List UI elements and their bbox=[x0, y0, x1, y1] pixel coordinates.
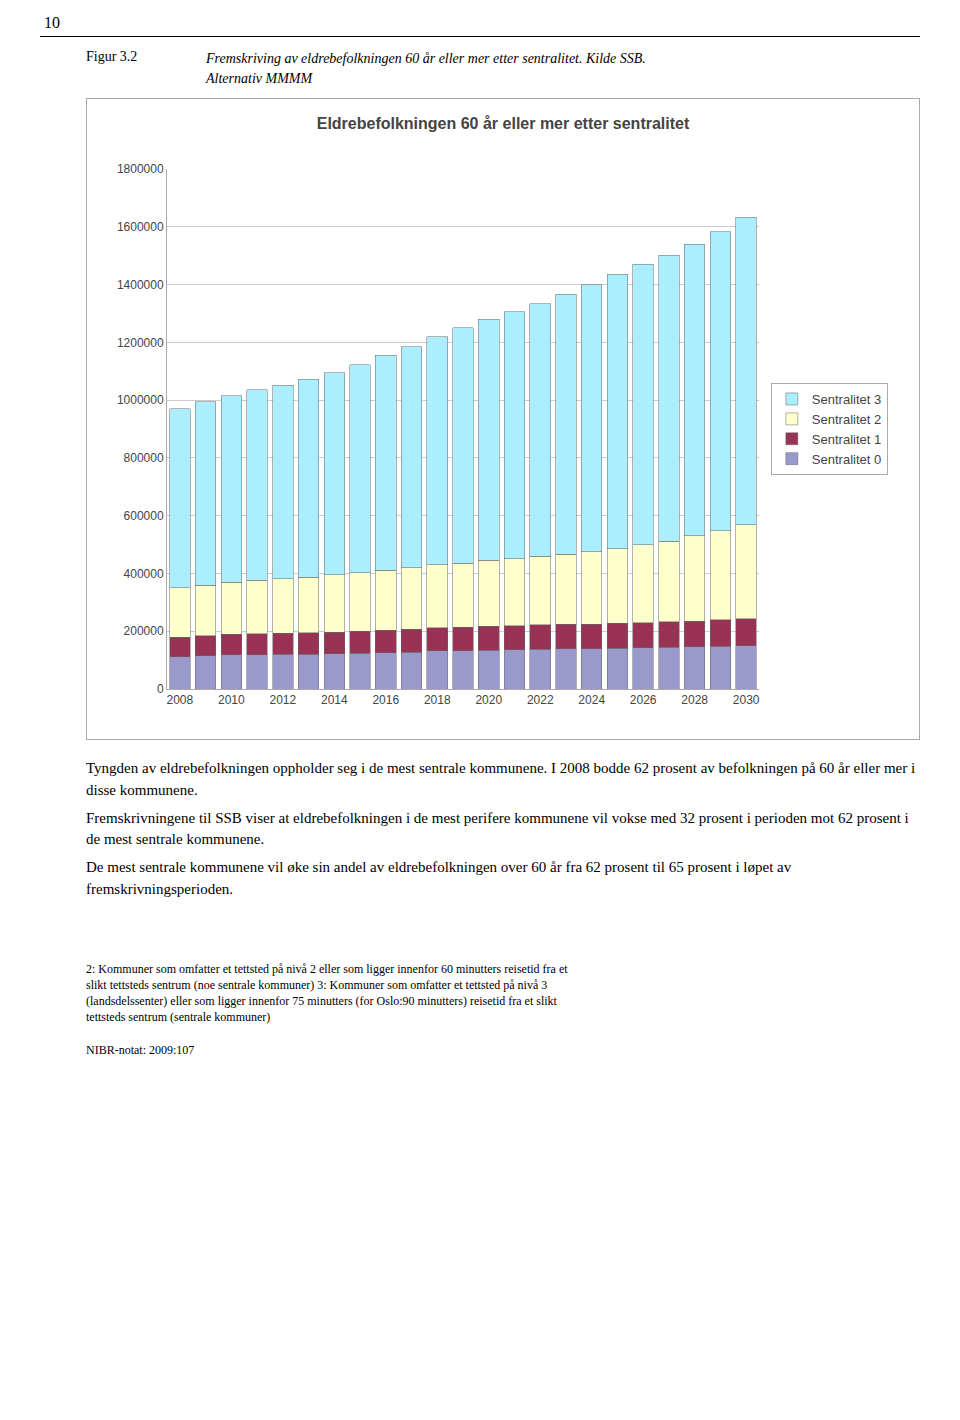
svg-text:2028: 2028 bbox=[681, 694, 708, 708]
svg-text:0: 0 bbox=[157, 682, 164, 696]
html-text:De mest sentrale kommunene vil: De mest sentrale kommunene vil øke sin a… bbox=[86, 859, 792, 897]
svg-text:Sentralitet 0: Sentralitet 0 bbox=[812, 452, 881, 467]
html-text:(landsdelssenter) eller som li: (landsdelssenter) eller som ligger innen… bbox=[86, 994, 557, 1009]
svg-text:Sentralitet 2: Sentralitet 2 bbox=[812, 412, 881, 427]
svg-text:Sentralitet 1: Sentralitet 1 bbox=[812, 432, 881, 447]
svg-text:1800000: 1800000 bbox=[117, 162, 164, 176]
svg-text:2012: 2012 bbox=[269, 694, 296, 708]
html-text:Figur 3.2: Figur 3.2 bbox=[86, 49, 138, 64]
svg-text:2014: 2014 bbox=[321, 694, 348, 708]
html-text:NIBR-notat: 2009:107: NIBR-notat: 2009:107 bbox=[86, 1043, 195, 1058]
html-text:Fremskrivningene til SSB viser: Fremskrivningene til SSB viser at eldreb… bbox=[86, 809, 909, 848]
svg-text:2024: 2024 bbox=[578, 694, 605, 708]
svg-text:400000: 400000 bbox=[124, 567, 164, 581]
svg-text:2008: 2008 bbox=[167, 694, 194, 708]
svg-text:2026: 2026 bbox=[630, 694, 657, 708]
svg-text:Sentralitet 3: Sentralitet 3 bbox=[812, 392, 881, 407]
svg-text:1000000: 1000000 bbox=[117, 393, 164, 407]
svg-text:200000: 200000 bbox=[124, 625, 164, 639]
svg-text:2030: 2030 bbox=[733, 694, 760, 708]
svg-text:800000: 800000 bbox=[124, 451, 164, 465]
svg-text:Eldrebefolkningen 60 år eller: Eldrebefolkningen 60 år eller mer etter … bbox=[317, 116, 690, 133]
html-text:Tyngden av eldrebefolkningen o: Tyngden av eldrebefolkningen oppholder s… bbox=[86, 760, 916, 798]
svg-text:2022: 2022 bbox=[527, 694, 554, 708]
html-text:tettsteds sentrum (sentrale ko: tettsteds sentrum (sentrale kommuner) bbox=[86, 1010, 271, 1025]
svg-text:2010: 2010 bbox=[218, 694, 245, 708]
html-text:slikt tettsteds sentrum (noe s: slikt tettsteds sentrum (noe sentrale ko… bbox=[86, 977, 548, 992]
svg-text:2020: 2020 bbox=[475, 694, 502, 708]
svg-text:1600000: 1600000 bbox=[117, 220, 164, 234]
svg-text:2018: 2018 bbox=[424, 694, 451, 708]
html-text:Fremskriving av eldrebefolknin: Fremskriving av eldrebefolkningen 60 år … bbox=[206, 51, 646, 66]
svg-text:2016: 2016 bbox=[372, 694, 399, 708]
html-text:10: 10 bbox=[44, 14, 60, 31]
svg-text:600000: 600000 bbox=[124, 509, 164, 523]
svg-text:1400000: 1400000 bbox=[117, 278, 164, 292]
html-text:2: Kommuner som omfatter et te: 2: Kommuner som omfatter et tettsted på … bbox=[86, 961, 568, 976]
html-text:Alternativ MMMM: Alternativ MMMM bbox=[206, 70, 313, 86]
svg-text:1200000: 1200000 bbox=[117, 336, 164, 350]
